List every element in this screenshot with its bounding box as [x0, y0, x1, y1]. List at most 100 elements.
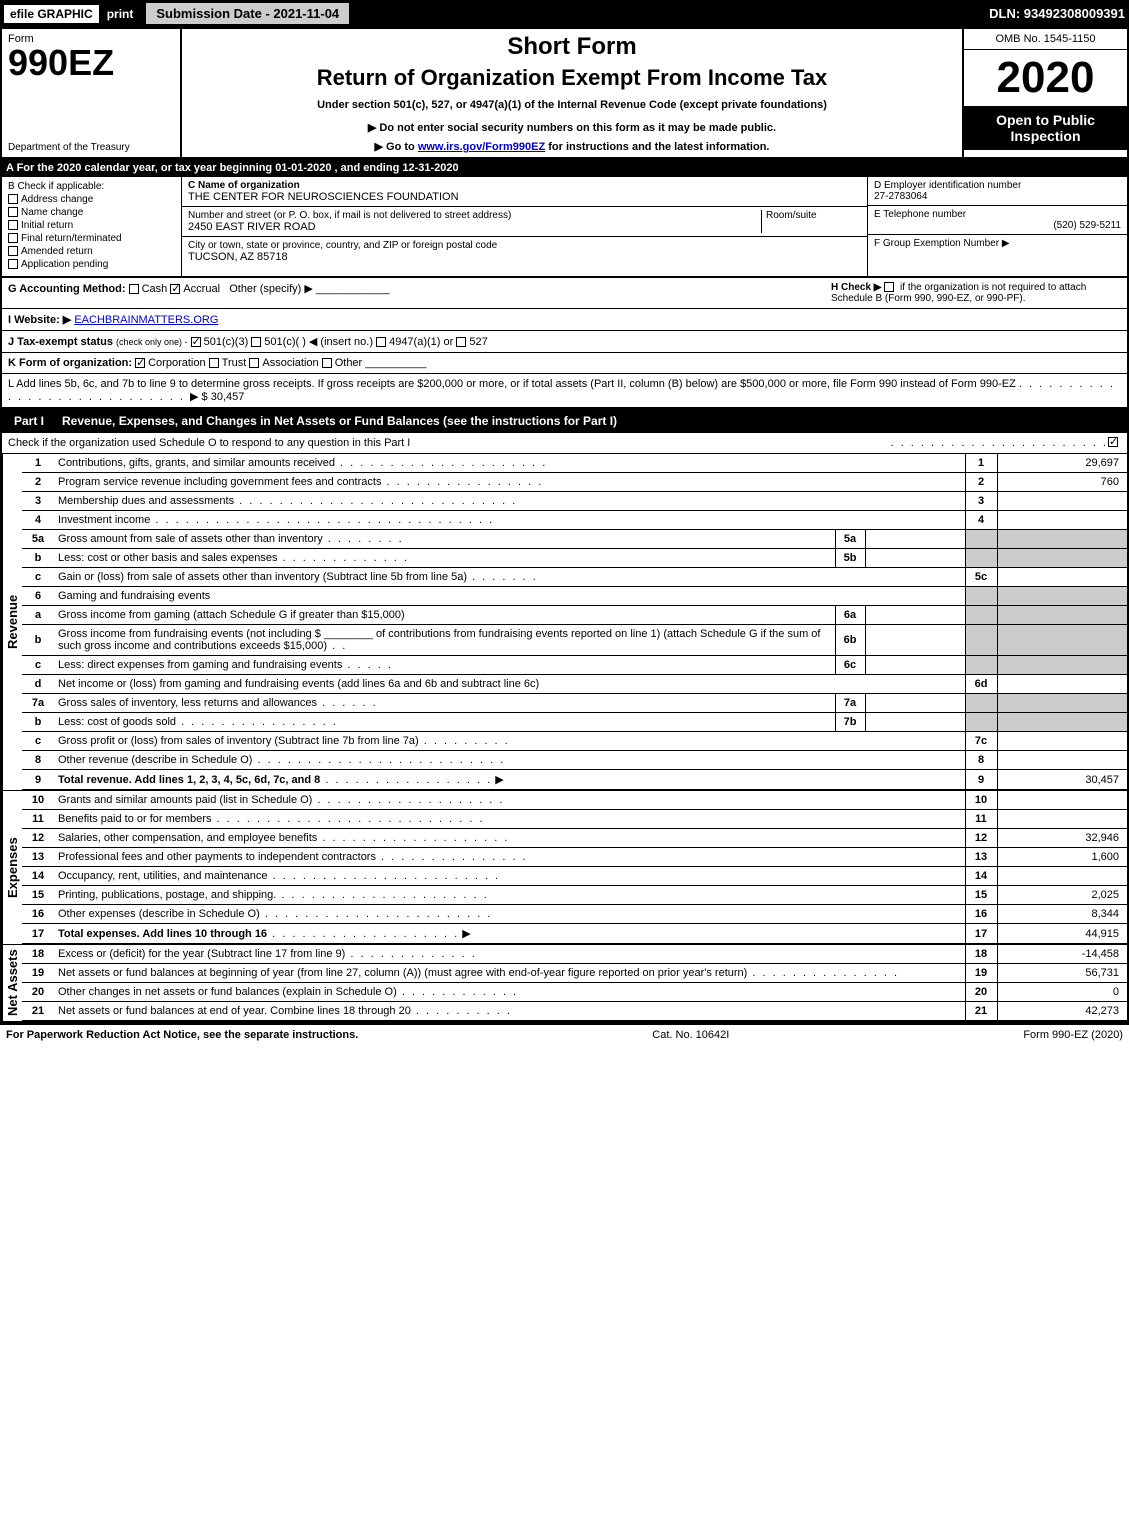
line-6a: aGross income from gaming (attach Schedu… [22, 606, 1127, 625]
line-6d: dNet income or (loss) from gaming and fu… [22, 675, 1127, 694]
line-6c: cLess: direct expenses from gaming and f… [22, 656, 1127, 675]
accounting-label: G Accounting Method: [8, 283, 126, 295]
top-bar: efile GRAPHIC print Submission Date - 20… [0, 0, 1129, 27]
line-7b: bLess: cost of goods sold . . . . . . . … [22, 713, 1127, 732]
checkbox-icon[interactable] [8, 194, 18, 204]
line-19: 19Net assets or fund balances at beginni… [22, 964, 1127, 983]
box-d: D Employer identification number 27-2783… [868, 177, 1127, 206]
irs-link[interactable]: www.irs.gov/Form990EZ [418, 141, 545, 153]
checkbox-icon[interactable] [8, 259, 18, 269]
box-h-label: H Check ▶ [831, 282, 881, 293]
line-14: 14Occupancy, rent, utilities, and mainte… [22, 867, 1127, 886]
corp-checkbox[interactable] [135, 358, 145, 368]
line-12: 12Salaries, other compensation, and empl… [22, 829, 1127, 848]
line-3: 3Membership dues and assessments . . . .… [22, 492, 1127, 511]
page-footer: For Paperwork Reduction Act Notice, see … [0, 1023, 1129, 1045]
line-11: 11Benefits paid to or for members . . . … [22, 810, 1127, 829]
box-g-h-row: G Accounting Method: Cash Accrual Other … [0, 278, 1129, 309]
room-label: Room/suite [766, 210, 817, 221]
501c-checkbox[interactable] [251, 337, 261, 347]
checkbox-icon[interactable] [8, 220, 18, 230]
box-l-amount: ▶ $ 30,457 [190, 391, 244, 403]
application-pending-check[interactable]: Application pending [8, 259, 175, 270]
header-center: Short Form Return of Organization Exempt… [182, 29, 962, 157]
box-l-text: L Add lines 5b, 6c, and 7b to line 9 to … [8, 378, 1016, 390]
part-1-title: Revenue, Expenses, and Changes in Net As… [62, 414, 617, 428]
form-number: 990EZ [8, 45, 174, 81]
org-name-label: C Name of organization [188, 180, 300, 191]
box-b-header: B Check if applicable: [8, 181, 175, 192]
website-link[interactable]: EACHBRAINMATTERS.ORG [74, 314, 218, 326]
name-change-check[interactable]: Name change [8, 207, 175, 218]
line-9: 9Total revenue. Add lines 1, 2, 3, 4, 5c… [22, 770, 1127, 790]
line-5c: cGain or (loss) from sale of assets othe… [22, 568, 1127, 587]
org-form-label: K Form of organization: [8, 357, 132, 369]
ein-value: 27-2783064 [874, 191, 927, 202]
expenses-side-label: Expenses [2, 791, 22, 944]
open-public: Open to Public Inspection [964, 106, 1127, 150]
cash-checkbox[interactable] [129, 284, 139, 294]
box-f: F Group Exemption Number ▶ [868, 235, 1127, 276]
tax-year: 2020 [964, 50, 1127, 106]
line-1: 1Contributions, gifts, grants, and simil… [22, 454, 1127, 473]
schedule-b-checkbox[interactable] [884, 282, 894, 292]
net-assets-side-label: Net Assets [2, 945, 22, 1021]
checkbox-icon[interactable] [8, 246, 18, 256]
header-right: OMB No. 1545-1150 2020 Open to Public In… [962, 29, 1127, 157]
line-4: 4Investment income . . . . . . . . . . .… [22, 511, 1127, 530]
phone-value: (520) 529-5211 [874, 220, 1121, 231]
org-name-row: C Name of organization THE CENTER FOR NE… [182, 177, 867, 207]
address-change-check[interactable]: Address change [8, 194, 175, 205]
goto-prefix: ▶ Go to [375, 141, 418, 153]
revenue-side-label: Revenue [2, 454, 22, 790]
final-return-check[interactable]: Final return/terminated [8, 233, 175, 244]
department-label: Department of the Treasury [8, 142, 174, 153]
phone-label: E Telephone number [874, 209, 966, 220]
box-e: E Telephone number (520) 529-5211 [868, 206, 1127, 235]
omb-number: OMB No. 1545-1150 [964, 29, 1127, 50]
print-button[interactable]: print [99, 5, 142, 23]
line-15: 15Printing, publications, postage, and s… [22, 886, 1127, 905]
other-checkbox[interactable] [322, 358, 332, 368]
line-16: 16Other expenses (describe in Schedule O… [22, 905, 1127, 924]
paperwork-notice: For Paperwork Reduction Act Notice, see … [6, 1029, 358, 1041]
initial-return-check[interactable]: Initial return [8, 220, 175, 231]
accrual-checkbox[interactable] [170, 284, 180, 294]
4947-checkbox[interactable] [376, 337, 386, 347]
schedule-o-checkbox[interactable] [1108, 437, 1118, 447]
tax-year-period: A For the 2020 calendar year, or tax yea… [0, 159, 1129, 177]
line-6b: bGross income from fundraising events (n… [22, 625, 1127, 656]
goto-suffix: for instructions and the latest informat… [545, 141, 769, 153]
part-1-check-note: Check if the organization used Schedule … [0, 433, 1129, 454]
line-17: 17Total expenses. Add lines 10 through 1… [22, 924, 1127, 944]
org-city-row: City or town, state or province, country… [182, 237, 867, 266]
checkbox-icon[interactable] [8, 207, 18, 217]
line-5a: 5aGross amount from sale of assets other… [22, 530, 1127, 549]
expenses-table: 10Grants and similar amounts paid (list … [22, 791, 1127, 944]
organization-block: B Check if applicable: Address change Na… [0, 177, 1129, 278]
schedule-o-note: Check if the organization used Schedule … [8, 437, 891, 449]
return-title: Return of Organization Exempt From Incom… [190, 65, 954, 91]
trust-checkbox[interactable] [209, 358, 219, 368]
ssn-note: ▶ Do not enter social security numbers o… [190, 121, 954, 134]
line-7c: cGross profit or (loss) from sales of in… [22, 732, 1127, 751]
tax-exempt-subtext: (check only one) - [116, 337, 188, 347]
checkbox-icon[interactable] [8, 233, 18, 243]
revenue-table: 1Contributions, gifts, grants, and simil… [22, 454, 1127, 790]
line-20: 20Other changes in net assets or fund ba… [22, 983, 1127, 1002]
box-i: I Website: ▶ EACHBRAINMATTERS.ORG [0, 309, 1129, 331]
assoc-checkbox[interactable] [249, 358, 259, 368]
line-8: 8Other revenue (describe in Schedule O) … [22, 751, 1127, 770]
line-21: 21Net assets or fund balances at end of … [22, 1002, 1127, 1021]
subtitle: Under section 501(c), 527, or 4947(a)(1)… [190, 99, 954, 111]
box-g: G Accounting Method: Cash Accrual Other … [8, 282, 821, 304]
ein-label: D Employer identification number [874, 180, 1021, 191]
goto-note: ▶ Go to www.irs.gov/Form990EZ for instru… [190, 140, 954, 153]
501c3-checkbox[interactable] [191, 337, 201, 347]
line-6: 6Gaming and fundraising events [22, 587, 1127, 606]
amended-return-check[interactable]: Amended return [8, 246, 175, 257]
line-5b: bLess: cost or other basis and sales exp… [22, 549, 1127, 568]
part-1-header: Part I Revenue, Expenses, and Changes in… [0, 409, 1129, 433]
short-form-title: Short Form [190, 33, 954, 61]
527-checkbox[interactable] [456, 337, 466, 347]
